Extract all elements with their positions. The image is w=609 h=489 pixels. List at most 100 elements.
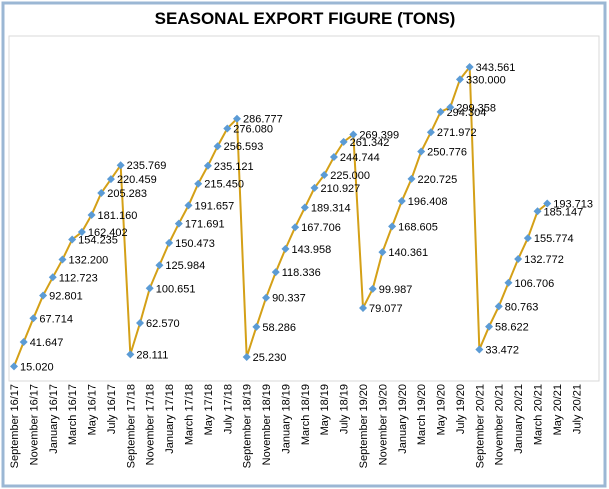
data-point bbox=[242, 353, 251, 362]
data-point bbox=[203, 161, 212, 170]
data-point bbox=[417, 147, 426, 156]
data-label: 99.987 bbox=[379, 284, 413, 296]
data-point bbox=[339, 137, 348, 146]
data-label: 256.593 bbox=[224, 141, 264, 153]
x-tick-label: May 18/19 bbox=[319, 384, 331, 435]
data-label: 250.776 bbox=[427, 147, 467, 159]
x-tick-label: January 17/18 bbox=[164, 384, 176, 454]
x-tick-label: January 16/17 bbox=[48, 384, 60, 454]
data-label: 235.769 bbox=[127, 160, 167, 172]
data-point bbox=[116, 161, 125, 170]
x-tick-label: September 20/21 bbox=[474, 384, 486, 468]
x-tick-label: November 17/18 bbox=[145, 384, 157, 465]
data-label: 112.723 bbox=[59, 272, 98, 284]
data-point bbox=[426, 128, 435, 137]
data-point bbox=[106, 175, 115, 184]
data-point bbox=[300, 203, 309, 212]
data-label: 189.314 bbox=[311, 203, 351, 215]
data-label: 79.077 bbox=[369, 303, 403, 315]
x-tick-label: November 16/17 bbox=[28, 384, 40, 465]
data-point bbox=[523, 234, 532, 243]
data-point bbox=[475, 345, 484, 354]
x-tick-label: November 20/21 bbox=[494, 384, 506, 465]
data-point bbox=[407, 174, 416, 183]
data-label: 106.706 bbox=[514, 278, 554, 290]
data-label: 215.450 bbox=[204, 179, 244, 191]
x-tick-label: September 17/18 bbox=[125, 384, 137, 468]
data-point bbox=[262, 293, 271, 302]
data-label: 125.984 bbox=[165, 260, 205, 272]
data-point bbox=[485, 322, 494, 331]
data-label: 286.777 bbox=[243, 114, 283, 126]
data-point bbox=[165, 238, 174, 247]
data-point bbox=[455, 75, 464, 84]
data-point bbox=[349, 130, 358, 139]
data-point bbox=[514, 255, 523, 264]
data-label: 343.561 bbox=[476, 62, 516, 74]
data-point bbox=[320, 171, 329, 179]
data-point bbox=[446, 103, 455, 112]
data-point bbox=[19, 338, 28, 347]
data-point bbox=[174, 219, 183, 228]
data-point bbox=[329, 153, 338, 162]
x-tick-label: July 19/20 bbox=[455, 384, 467, 434]
data-label: 276.080 bbox=[233, 123, 273, 135]
x-tick-label: May 17/18 bbox=[203, 384, 215, 435]
x-tick-label: May 20/21 bbox=[552, 384, 564, 435]
data-label: 210.927 bbox=[321, 183, 361, 195]
data-label: 143.958 bbox=[291, 244, 331, 256]
data-point bbox=[504, 278, 513, 287]
x-tick-label: January 20/21 bbox=[513, 384, 525, 454]
x-tick-label: March 16/17 bbox=[67, 384, 79, 445]
data-label: 205.283 bbox=[107, 188, 147, 200]
data-label: 100.651 bbox=[156, 283, 196, 295]
data-point bbox=[77, 228, 86, 237]
x-tick-label: September 19/20 bbox=[358, 384, 370, 468]
data-point bbox=[136, 318, 145, 327]
data-label: 58.622 bbox=[495, 322, 529, 334]
data-point bbox=[48, 273, 57, 282]
chart-title: SEASONAL EXPORT FIGURE (TONS) bbox=[155, 9, 456, 28]
plot-area bbox=[8, 35, 600, 382]
x-tick-label: January 18/19 bbox=[280, 384, 292, 454]
data-point bbox=[97, 188, 106, 197]
data-label: 185.147 bbox=[544, 206, 584, 218]
data-label: 168.605 bbox=[398, 221, 438, 233]
data-point bbox=[184, 201, 193, 210]
data-point bbox=[494, 302, 503, 311]
data-point bbox=[291, 223, 300, 232]
data-label: 225.000 bbox=[330, 170, 370, 182]
data-point bbox=[39, 291, 48, 300]
x-tick-label: January 19/20 bbox=[397, 384, 409, 454]
data-point bbox=[281, 244, 290, 253]
data-label: 58.286 bbox=[262, 322, 296, 334]
data-point bbox=[213, 142, 222, 151]
data-point bbox=[436, 107, 445, 116]
data-point bbox=[533, 207, 542, 216]
data-label: 235.121 bbox=[214, 161, 254, 173]
x-tick-label: March 19/20 bbox=[416, 384, 428, 445]
x-tick-label: March 20/21 bbox=[533, 384, 545, 445]
x-tick-label: September 16/17 bbox=[9, 384, 21, 468]
x-tick-label: March 18/19 bbox=[300, 384, 312, 445]
data-label: 220.459 bbox=[117, 174, 157, 186]
data-label: 92.801 bbox=[49, 290, 83, 302]
data-point bbox=[145, 284, 154, 293]
data-label: 261.342 bbox=[350, 137, 390, 149]
data-label: 154.235 bbox=[78, 234, 118, 246]
data-label: 330.000 bbox=[466, 74, 506, 86]
data-label: 132.772 bbox=[524, 254, 564, 266]
data-label: 62.570 bbox=[146, 318, 180, 330]
data-label: 193.713 bbox=[553, 199, 593, 211]
x-tick-label: November 18/19 bbox=[261, 384, 273, 465]
data-label: 271.972 bbox=[437, 127, 477, 139]
data-point bbox=[58, 255, 67, 264]
data-label: 118.336 bbox=[282, 267, 321, 279]
data-point bbox=[271, 268, 280, 277]
x-tick-label: September 18/19 bbox=[242, 384, 254, 468]
data-label: 299.358 bbox=[456, 102, 496, 114]
data-label: 67.714 bbox=[39, 313, 73, 325]
data-point bbox=[388, 222, 397, 231]
x-tick-label: March 17/18 bbox=[184, 384, 196, 445]
